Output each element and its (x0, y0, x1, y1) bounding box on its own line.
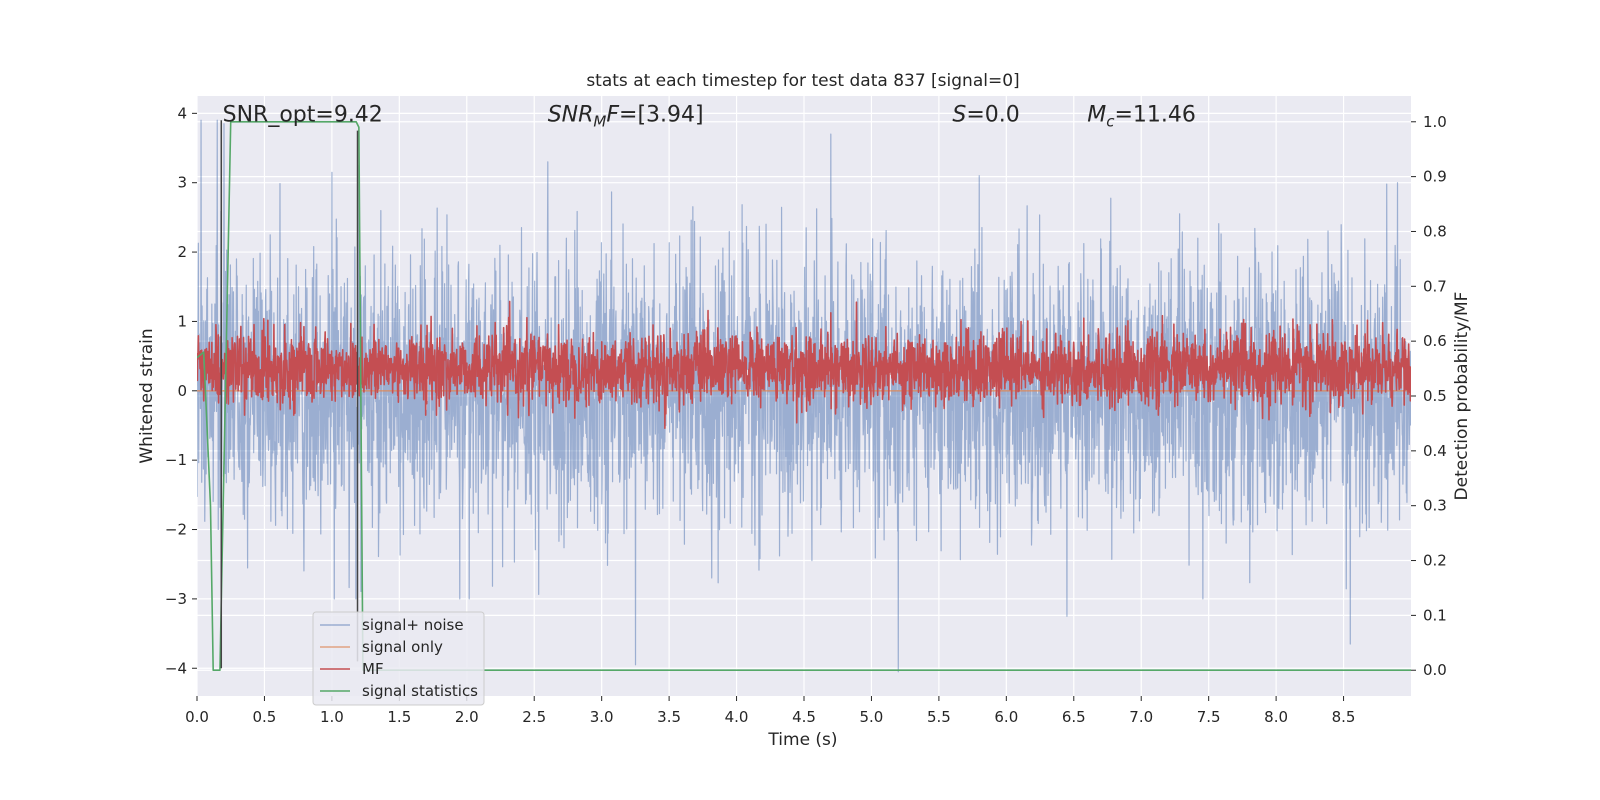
x-tick-label-6: 3.0 (590, 708, 614, 726)
x-tick-label-1: 0.5 (253, 708, 277, 726)
y2-tick-label-5: 0.5 (1423, 387, 1447, 405)
x-tick-label-9: 4.5 (792, 708, 816, 726)
x-tick-label-12: 6.0 (994, 708, 1018, 726)
y2-tick-label-4: 0.6 (1423, 332, 1447, 350)
series-layer (197, 119, 1411, 673)
y2-tick-label-2: 0.8 (1423, 222, 1447, 240)
y2-tick-label-1: 0.9 (1423, 168, 1447, 186)
chart-title: stats at each timestep for test data 837… (586, 71, 1019, 91)
y2-tick-label-3: 0.7 (1423, 277, 1447, 295)
x-tick-label-7: 3.5 (657, 708, 681, 726)
x-tick-label-15: 7.5 (1197, 708, 1221, 726)
x-tick-label-8: 4.0 (725, 708, 749, 726)
y-tick-label-3: 1 (177, 312, 187, 330)
annotation-snr-opt: SNR_opt=9.42 (223, 102, 383, 127)
y-axis-label: Whitened strain (137, 328, 157, 463)
x-axis: 0.0 0.5 1.0 1.5 2.0 2.5 3.0 3.5 4.0 4.5 5.0 5.5 6.0 6… (185, 696, 1355, 726)
legend-label-3: signal statistics (362, 682, 478, 700)
x-tick-label-3: 1.5 (387, 708, 411, 726)
x-tick-label-0: 0.0 (185, 708, 209, 726)
series-signal-noise-line (197, 119, 1411, 673)
y-tick-label-2: 2 (177, 243, 187, 261)
x-tick-label-17: 8.5 (1332, 708, 1356, 726)
series-signal-statistics-line (197, 120, 1411, 672)
y-axis-left: 4 3 2 1 0 −1 −2 −3 −4 (165, 104, 197, 677)
y2-tick-label-9: 0.1 (1423, 606, 1447, 624)
x-tick-label-11: 5.5 (927, 708, 951, 726)
y-tick-label-7: −3 (165, 590, 187, 608)
annotations: SNR_opt=9.42 SNRMF=[3.94] S=0.0 Mc=11.46 (223, 102, 1196, 130)
legend-label-2: MF (362, 660, 384, 678)
x-axis-label: Time (s) (767, 730, 837, 750)
y-tick-label-4: 0 (177, 382, 187, 400)
x-tick-label-13: 6.5 (1062, 708, 1086, 726)
y-tick-label-0: 4 (177, 104, 187, 122)
y-tick-label-1: 3 (177, 174, 187, 192)
y-tick-label-5: −1 (165, 451, 187, 469)
legend-label-0: signal+ noise (362, 616, 464, 634)
legend-label-1: signal only (362, 638, 443, 656)
y2-tick-label-6: 0.4 (1423, 442, 1447, 460)
x-tick-label-2: 1.0 (320, 708, 344, 726)
x-tick-label-5: 2.5 (522, 708, 546, 726)
y-tick-label-6: −2 (165, 521, 187, 539)
y-tick-label-8: −4 (165, 659, 187, 677)
x-tick-label-16: 8.0 (1264, 708, 1288, 726)
x-tick-label-14: 7.0 (1129, 708, 1153, 726)
legend: signal+ noise signal only MF signal statist… (312, 611, 485, 706)
y2-tick-label-0: 1.0 (1423, 113, 1447, 131)
y2-tick-label-7: 0.3 (1423, 497, 1447, 515)
x-tick-label-10: 5.0 (860, 708, 884, 726)
legend-box (312, 611, 485, 706)
annotation-chirp-mass: Mc=11.46 (1087, 102, 1196, 130)
y2-tick-label-10: 0.0 (1423, 661, 1447, 679)
x-tick-label-4: 2.0 (455, 708, 479, 726)
y2-tick-label-8: 0.2 (1423, 552, 1447, 570)
series-mf-line (197, 300, 1411, 430)
annotation-snr-mf: SNRMF=[3.94] (548, 102, 704, 130)
y-axis-right: 1.0 0.9 0.8 0.7 0.6 0.5 0.4 0.3 0.2 0.1 0.0 (1411, 113, 1447, 679)
y2-axis-label: Detection probability/MF (1452, 292, 1472, 501)
annotation-s-stat: S=0.0 (952, 102, 1019, 127)
